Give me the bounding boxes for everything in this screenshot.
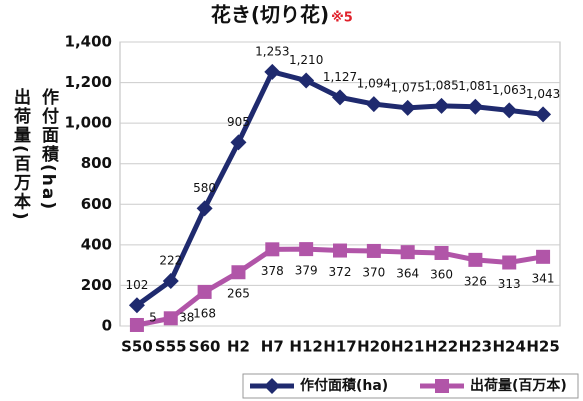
- marker: [264, 63, 281, 80]
- data-label: 1,085: [424, 78, 458, 92]
- y-axis-label-2: 出荷量(百万本): [10, 88, 30, 222]
- marker: [197, 284, 212, 299]
- marker: [231, 265, 246, 280]
- marker: [399, 99, 416, 116]
- data-label: 265: [227, 287, 250, 301]
- marker: [264, 378, 280, 394]
- x-tick-label: H24: [493, 338, 526, 356]
- data-label: 1,043: [526, 87, 560, 101]
- y-tick-label: 1,200: [65, 73, 112, 91]
- x-tick-label: H23: [459, 338, 492, 356]
- y-tick-label: 1,000: [65, 114, 112, 132]
- y-tick-label: 0: [102, 317, 112, 335]
- data-label: 580: [193, 181, 216, 195]
- data-label: 1,127: [323, 70, 357, 84]
- marker: [433, 97, 450, 114]
- data-label: 102: [125, 278, 148, 292]
- marker: [333, 243, 347, 258]
- x-tick-label: H2: [227, 338, 250, 356]
- note: ※5: [331, 11, 353, 26]
- marker: [536, 249, 551, 264]
- x-tick-label: S60: [189, 338, 221, 356]
- y-tick-label: 600: [81, 195, 112, 213]
- data-label: 313: [498, 277, 521, 291]
- data-label: 379: [295, 264, 318, 278]
- x-tick-label: H25: [526, 338, 559, 356]
- y-tick-label: 1,400: [65, 33, 112, 51]
- x-tick-label: H22: [425, 338, 458, 356]
- chart-title: 花き(切り花): [211, 3, 329, 27]
- marker: [163, 311, 178, 326]
- x-tick-label: H7: [261, 338, 284, 356]
- marker: [366, 243, 381, 258]
- data-label: 370: [362, 265, 385, 279]
- data-label: 378: [261, 264, 284, 278]
- marker: [265, 242, 280, 257]
- x-tick-label: H21: [391, 338, 424, 356]
- data-label: 364: [396, 267, 419, 281]
- x-tick-label: H17: [323, 338, 356, 356]
- data-label: 5: [149, 311, 157, 325]
- marker: [468, 252, 483, 267]
- data-label: 372: [329, 265, 352, 279]
- data-label: 341: [532, 271, 555, 285]
- data-label: 1,063: [492, 83, 526, 97]
- x-tick-label: H12: [289, 338, 322, 356]
- marker: [128, 297, 145, 314]
- data-label: 1,075: [391, 80, 425, 94]
- marker: [435, 379, 449, 393]
- data-label: 326: [464, 274, 487, 288]
- data-label: 905: [227, 115, 250, 129]
- data-label: 1,210: [289, 53, 323, 67]
- marker: [502, 255, 517, 270]
- marker: [467, 98, 484, 115]
- marker: [298, 72, 315, 89]
- data-label: 168: [193, 306, 216, 320]
- marker: [535, 106, 552, 123]
- data-label: 38: [179, 311, 194, 325]
- x-tick-label: S55: [155, 338, 187, 356]
- y-tick-label: 200: [81, 276, 112, 294]
- y-tick-label: 800: [81, 154, 112, 172]
- y-axis-label: 作付面積(ha): [38, 88, 58, 212]
- x-tick-label: H20: [357, 338, 390, 356]
- x-tick-label: S50: [121, 338, 153, 356]
- legend-label: 出荷量(百万本): [470, 377, 567, 394]
- marker: [332, 89, 348, 106]
- marker: [434, 245, 449, 260]
- data-label: 222: [159, 253, 182, 267]
- data-label: 1,081: [458, 79, 492, 93]
- marker: [501, 102, 518, 119]
- marker: [162, 272, 179, 289]
- marker: [196, 200, 213, 217]
- legend-label: 作付面積(ha): [300, 377, 388, 394]
- y-tick-label: 400: [81, 235, 112, 253]
- data-label: 360: [430, 267, 453, 281]
- legend: [242, 373, 579, 399]
- data-label: 1,253: [255, 44, 289, 58]
- marker: [230, 134, 247, 151]
- data-label: 1,094: [357, 77, 391, 91]
- marker: [299, 242, 314, 257]
- marker: [365, 96, 382, 113]
- marker: [129, 317, 144, 332]
- marker: [400, 245, 415, 260]
